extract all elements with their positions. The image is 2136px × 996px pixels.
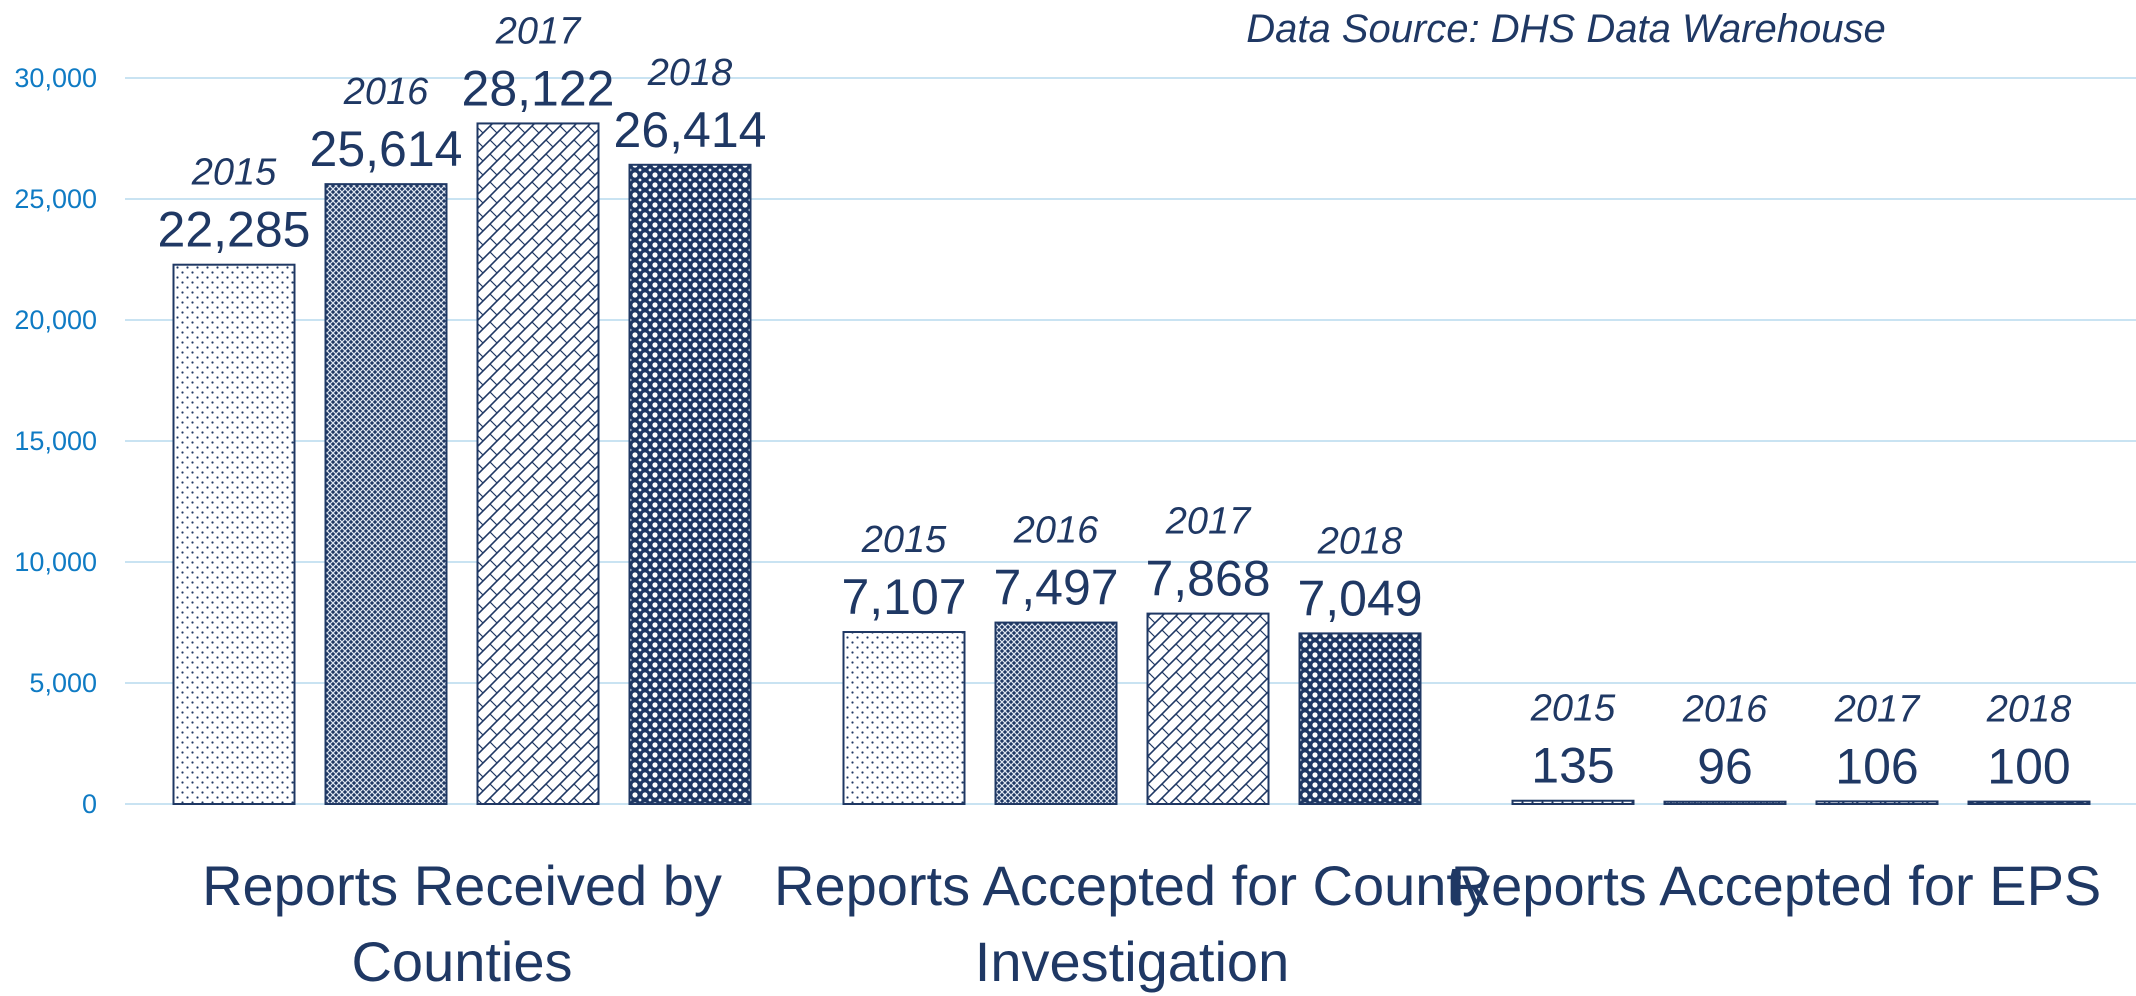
y-tick-label: 15,000 <box>14 426 97 456</box>
value-label: 26,414 <box>614 102 767 158</box>
year-label: 2016 <box>1682 689 1768 731</box>
year-label: 2016 <box>343 71 429 113</box>
year-label: 2018 <box>1317 520 1403 562</box>
category-label: Reports Accepted for EPS <box>1450 854 2102 917</box>
value-label: 22,285 <box>158 202 311 258</box>
year-label: 2015 <box>191 152 277 194</box>
y-tick-label: 30,000 <box>14 63 97 93</box>
bar <box>172 263 296 805</box>
value-label: 106 <box>1835 738 1918 794</box>
value-label: 7,049 <box>1297 570 1422 626</box>
bar <box>1298 632 1422 805</box>
value-label: 28,122 <box>462 60 615 116</box>
value-label: 7,497 <box>993 560 1118 616</box>
bar <box>1663 800 1787 806</box>
y-tick-label: 10,000 <box>14 547 97 577</box>
year-label: 2015 <box>1530 688 1616 730</box>
year-label: 2015 <box>861 519 947 561</box>
year-label: 2017 <box>1834 688 1921 730</box>
data-source: Data Source: DHS Data Warehouse <box>1246 7 1886 51</box>
bar <box>476 122 600 806</box>
y-tick-label: 20,000 <box>14 305 97 335</box>
bar <box>994 621 1118 805</box>
year-label: 2018 <box>1986 689 2072 731</box>
bar <box>324 183 448 806</box>
y-tick-label: 0 <box>82 789 97 819</box>
year-label: 2018 <box>647 52 733 94</box>
year-label: 2017 <box>1165 501 1252 543</box>
bar <box>1815 800 1939 806</box>
value-label: 7,107 <box>841 569 966 625</box>
category-label: Reports Received by Counties <box>202 854 722 993</box>
year-label: 2017 <box>495 10 582 52</box>
year-label: 2016 <box>1013 510 1099 552</box>
value-label: 25,614 <box>310 121 463 177</box>
value-label: 135 <box>1531 738 1614 794</box>
value-label: 7,868 <box>1145 551 1270 607</box>
bar <box>1146 612 1270 806</box>
category-label: Reports Accepted for County Investigatio… <box>774 854 1490 993</box>
bar <box>628 163 752 806</box>
value-label: 100 <box>1987 739 2070 795</box>
y-tick-label: 25,000 <box>14 184 97 214</box>
value-label: 96 <box>1697 739 1753 795</box>
y-tick-label: 5,000 <box>29 668 97 698</box>
bar <box>1511 799 1635 805</box>
bar <box>842 631 966 806</box>
bar <box>1967 800 2091 806</box>
